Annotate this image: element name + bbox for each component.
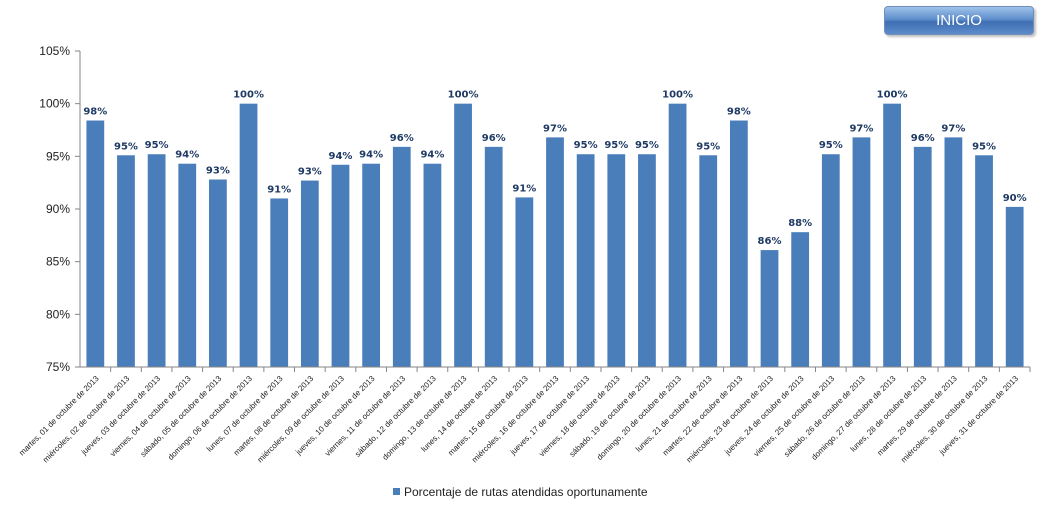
- data-label: 100%: [448, 90, 479, 101]
- y-tick-label: 90%: [46, 202, 70, 216]
- data-label: 91%: [512, 183, 536, 194]
- data-label: 100%: [233, 90, 264, 101]
- bar: [86, 120, 105, 368]
- data-label: 95%: [696, 141, 720, 152]
- data-label: 96%: [390, 133, 414, 144]
- data-label: 97%: [941, 123, 965, 134]
- y-tick-label: 100%: [39, 97, 70, 111]
- bar: [117, 155, 135, 367]
- y-axis: 75% 80% 85% 90% 95% 100% 105%: [39, 44, 81, 374]
- bar: [944, 137, 963, 367]
- data-label: 95%: [574, 140, 598, 151]
- bar: [668, 103, 687, 368]
- legend-swatch: [393, 488, 400, 495]
- bar: [454, 103, 472, 368]
- data-label: 93%: [206, 166, 230, 177]
- bar: [760, 250, 779, 367]
- data-label: 95%: [114, 141, 138, 152]
- bar: [484, 146, 503, 367]
- bar: [300, 180, 319, 367]
- bars-group: [86, 103, 1024, 368]
- data-label: 86%: [758, 236, 782, 247]
- y-tick-label: 105%: [39, 44, 70, 58]
- bar: [178, 163, 197, 367]
- data-label: 95%: [145, 140, 169, 151]
- data-label: 98%: [83, 107, 107, 118]
- bar: [362, 163, 381, 367]
- bar: [1005, 206, 1024, 367]
- bar: [147, 154, 166, 367]
- bar: [791, 232, 810, 367]
- data-label: 94%: [175, 150, 199, 161]
- data-label: 98%: [727, 107, 751, 118]
- bar: [270, 198, 289, 367]
- y-tick-label: 80%: [46, 307, 70, 321]
- bar: [852, 137, 871, 367]
- data-label: 100%: [662, 90, 693, 101]
- bar: [975, 155, 993, 367]
- bar: [576, 154, 595, 367]
- data-label: 100%: [877, 90, 908, 101]
- data-label: 90%: [1003, 193, 1027, 204]
- bar: [392, 146, 411, 367]
- data-label: 88%: [788, 218, 812, 229]
- bar: [209, 179, 227, 367]
- bar: [638, 154, 656, 367]
- legend-label: Porcentaje de rutas atendidas oportuname…: [404, 485, 648, 499]
- data-label: 97%: [543, 123, 567, 134]
- bar: [607, 154, 626, 367]
- data-label: 96%: [911, 133, 935, 144]
- data-label: 93%: [298, 167, 322, 178]
- bar: [883, 103, 901, 368]
- bar: [729, 120, 748, 368]
- bar: [331, 164, 350, 367]
- data-label: 95%: [972, 141, 996, 152]
- data-label: 91%: [267, 184, 291, 195]
- data-label: 94%: [359, 150, 383, 161]
- bar: [913, 146, 932, 367]
- bar: [515, 197, 534, 367]
- bar: [546, 137, 564, 367]
- y-tick-label: 95%: [46, 149, 70, 163]
- bar: [423, 163, 442, 367]
- bar: [239, 103, 258, 368]
- data-label: 96%: [482, 133, 506, 144]
- data-label: 97%: [849, 123, 873, 134]
- y-tick-label: 75%: [46, 360, 70, 374]
- data-label: 95%: [604, 140, 628, 151]
- y-tick-label: 85%: [46, 255, 70, 269]
- inicio-button[interactable]: INICIO: [884, 6, 1034, 35]
- bar: [821, 154, 840, 367]
- data-label: 94%: [329, 151, 353, 162]
- data-label: 94%: [420, 150, 444, 161]
- data-label: 95%: [819, 140, 843, 151]
- data-label: 95%: [635, 140, 659, 151]
- bar: [699, 155, 718, 367]
- data-labels-group: 98% 95% 95% 94% 93% 100% 91% 93% 94% 94% 96% 94% 100…: [83, 90, 1026, 247]
- x-axis: martes, 01 de octubre de 2013miércoles, …: [17, 366, 1031, 464]
- legend: Porcentaje de rutas atendidas oportuname…: [393, 485, 648, 499]
